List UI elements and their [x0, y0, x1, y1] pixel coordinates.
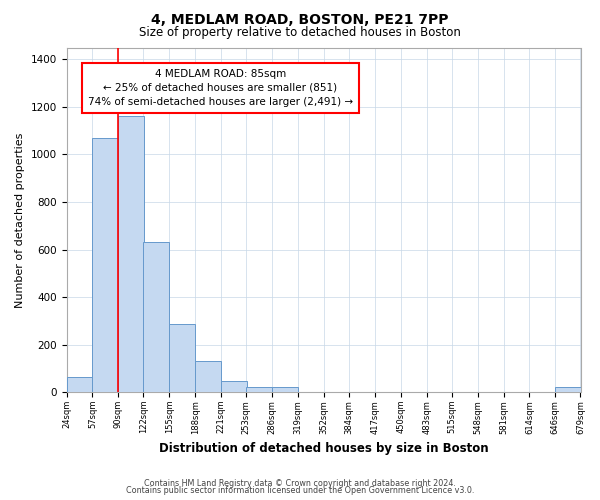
- Bar: [118, 116, 144, 392]
- Text: 4, MEDLAM ROAD, BOSTON, PE21 7PP: 4, MEDLAM ROAD, BOSTON, PE21 7PP: [151, 12, 449, 26]
- Text: Contains HM Land Registry data © Crown copyright and database right 2024.: Contains HM Land Registry data © Crown c…: [144, 478, 456, 488]
- Bar: [67, 376, 92, 392]
- Bar: [272, 388, 298, 392]
- Bar: [221, 380, 247, 392]
- Bar: [554, 388, 581, 392]
- Text: Contains public sector information licensed under the Open Government Licence v3: Contains public sector information licen…: [126, 486, 474, 495]
- Bar: [246, 388, 272, 392]
- Bar: [92, 138, 118, 392]
- Text: 4 MEDLAM ROAD: 85sqm
← 25% of detached houses are smaller (851)
74% of semi-deta: 4 MEDLAM ROAD: 85sqm ← 25% of detached h…: [88, 69, 353, 107]
- Bar: [143, 242, 169, 392]
- Y-axis label: Number of detached properties: Number of detached properties: [15, 132, 25, 308]
- X-axis label: Distribution of detached houses by size in Boston: Distribution of detached houses by size …: [159, 442, 488, 455]
- Bar: [195, 362, 221, 392]
- Text: Size of property relative to detached houses in Boston: Size of property relative to detached ho…: [139, 26, 461, 39]
- Bar: [169, 324, 195, 392]
